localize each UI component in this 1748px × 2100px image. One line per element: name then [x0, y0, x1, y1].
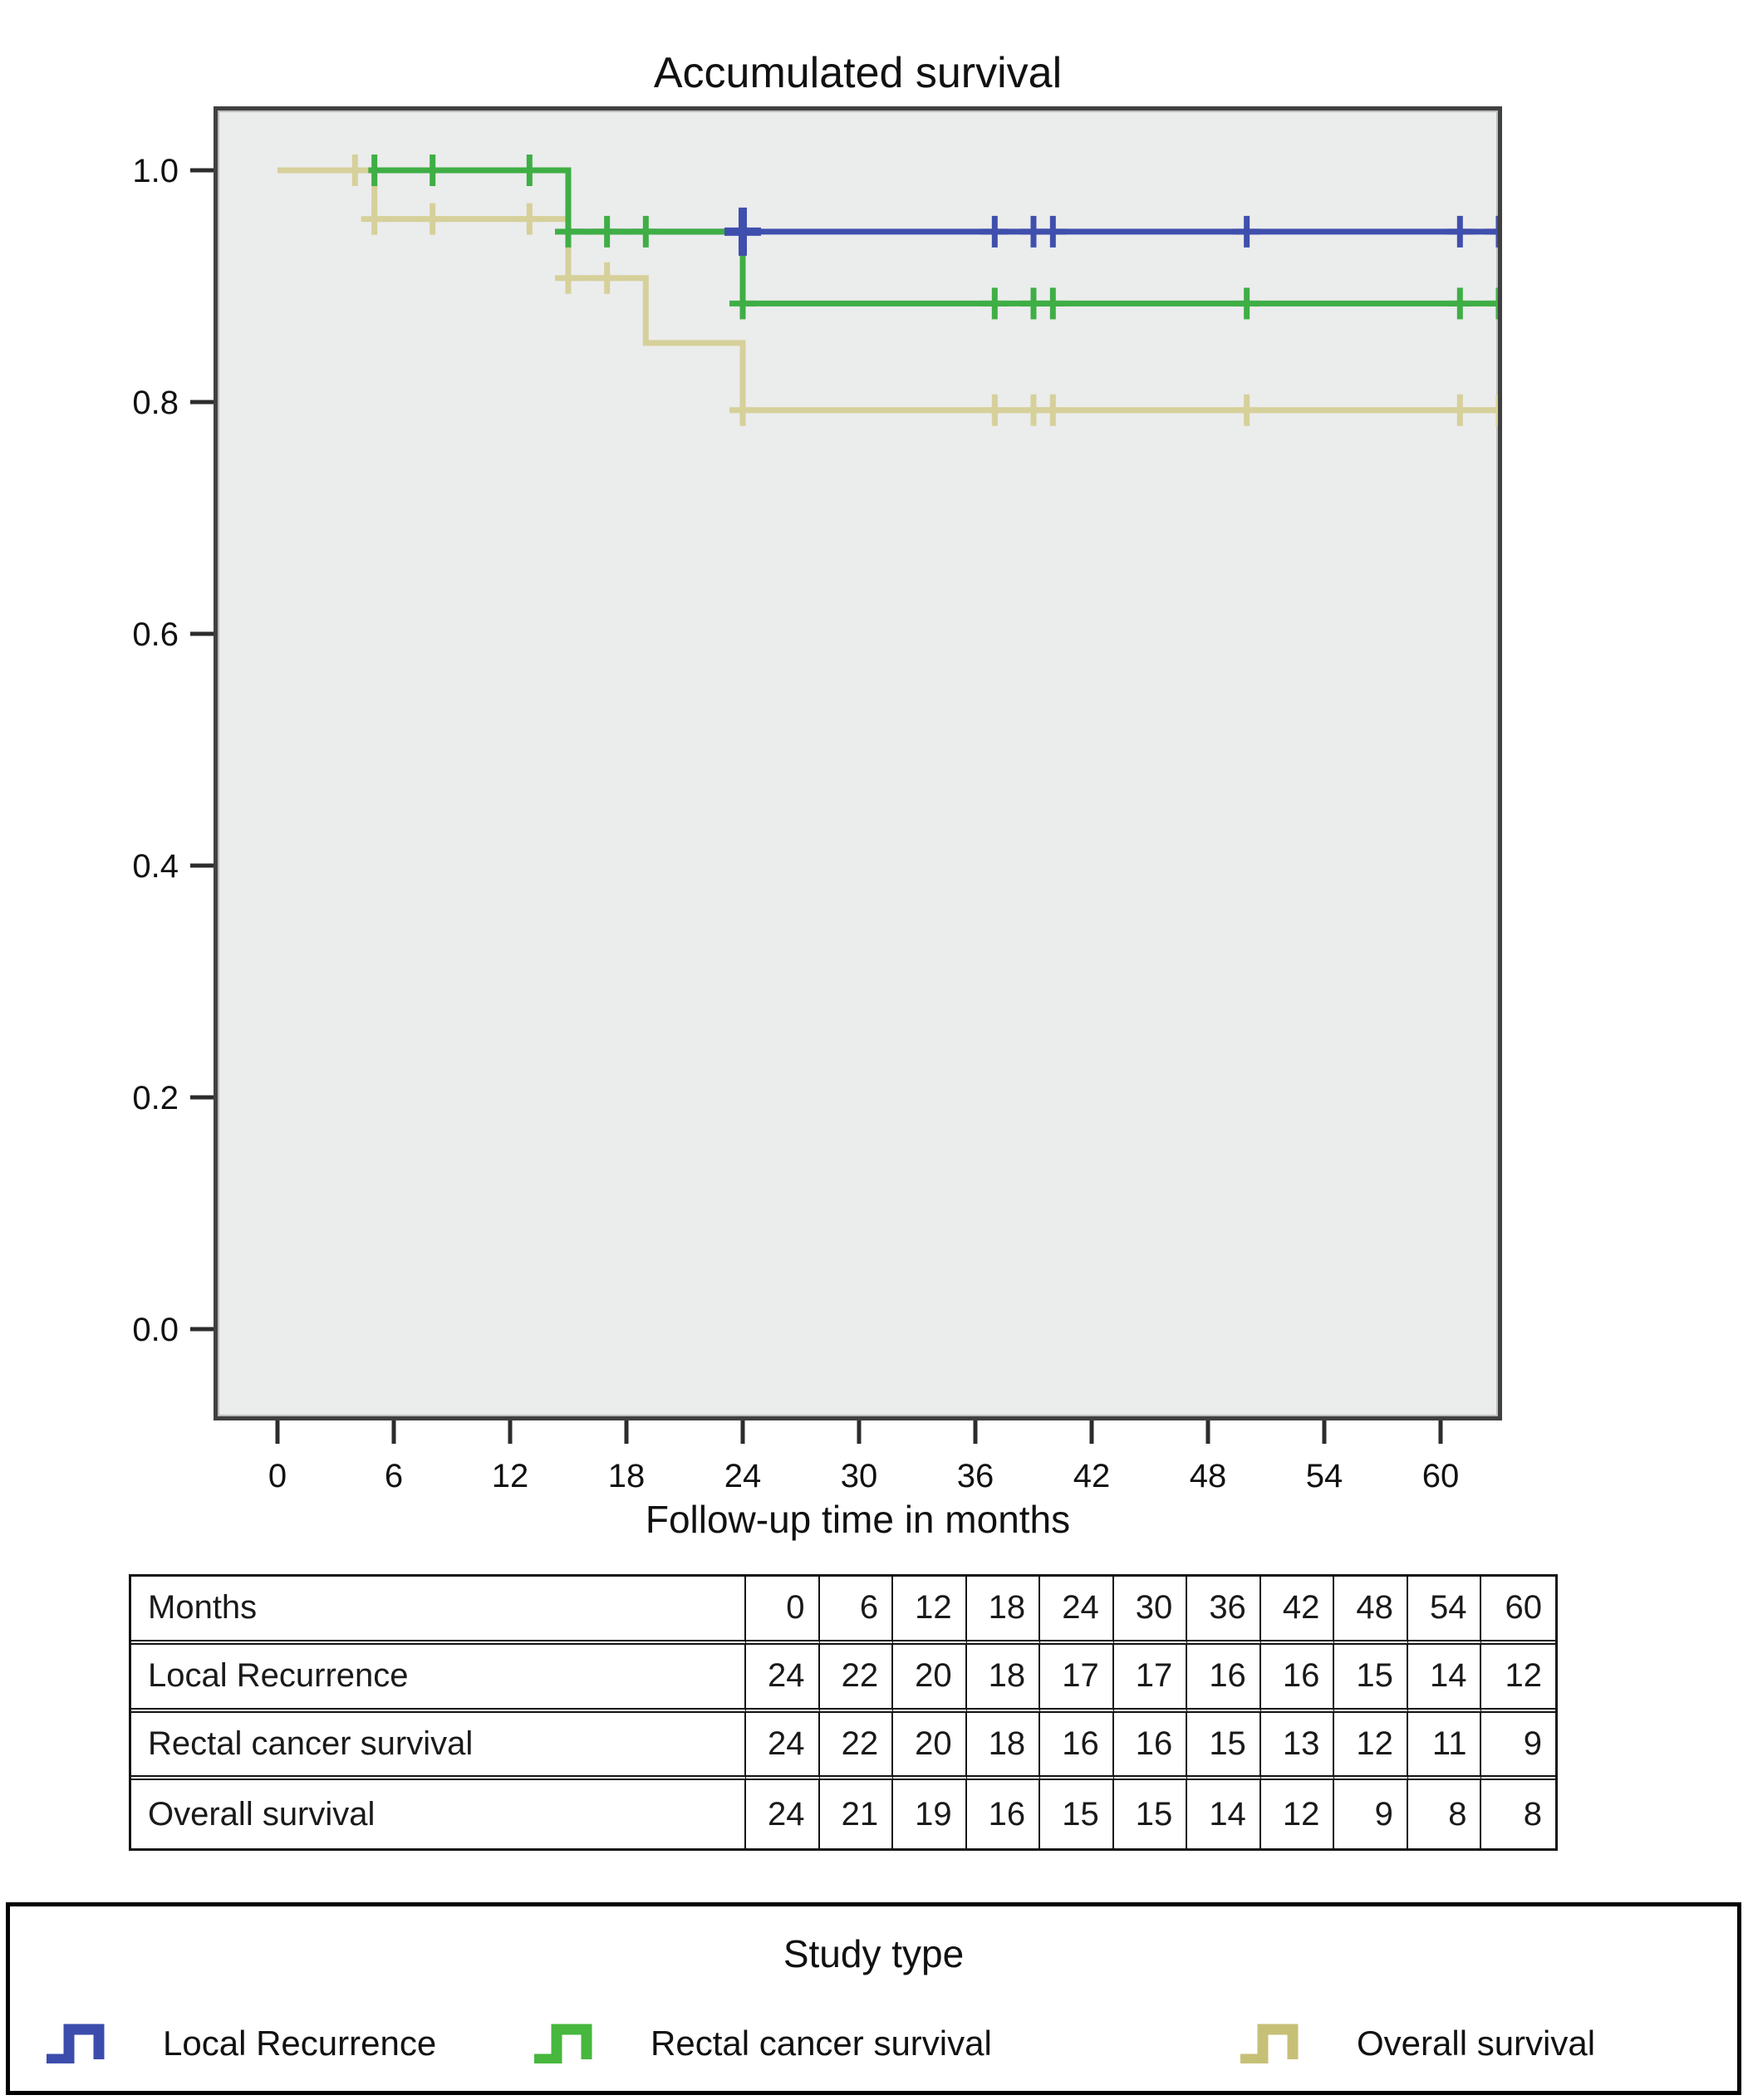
legend-title: Study type [783, 1932, 965, 1975]
x-axis-tick-label: 42 [1073, 1458, 1111, 1494]
y-axis-tick-label: 0.2 [132, 1080, 179, 1116]
x-axis-tick-label: 30 [841, 1458, 878, 1494]
legend-item-label: Rectal cancer survival [651, 2024, 992, 2063]
risk-table-value: 18 [966, 1644, 1041, 1713]
step-line-icon [534, 2024, 592, 2063]
x-axis-tick-label: 36 [957, 1458, 994, 1494]
risk-table-value: 15 [1114, 1780, 1188, 1848]
risk-table-month-header: 24 [1040, 1577, 1114, 1645]
x-axis-label: Follow-up time in months [645, 1498, 1071, 1541]
risk-table-header-label: Months [131, 1577, 746, 1645]
step-line-icon [1240, 2024, 1299, 2063]
risk-table-value: 8 [1523, 1795, 1542, 1833]
risk-table-value: 22 [819, 1644, 894, 1713]
risk-table-value: 12 [1261, 1780, 1335, 1848]
step-line-icon [47, 2024, 105, 2063]
risk-table-month-header: 0 [746, 1577, 820, 1645]
risk-table-value: 16 [967, 1780, 1041, 1848]
risk-table-value: 16 [1113, 1712, 1188, 1781]
y-axis-tick-label: 0.6 [132, 616, 179, 653]
x-axis-tick-label: 6 [385, 1458, 403, 1494]
risk-table-month-header: 54 [1407, 1577, 1482, 1645]
risk-table-value: 15 [1040, 1780, 1114, 1848]
risk-table-month-header: 60 [1481, 1577, 1555, 1645]
risk-table-value: 18 [966, 1712, 1041, 1781]
y-axis-tick-label: 0.0 [132, 1312, 179, 1348]
x-axis-tick-label: 48 [1190, 1458, 1227, 1494]
risk-table-value: 24 [746, 1712, 820, 1781]
risk-table-value: 24 [746, 1780, 820, 1848]
risk-table-value: 14 [1407, 1644, 1482, 1713]
legend-item-label: Overall survival [1357, 2024, 1596, 2063]
legend-item-rectal-cancer-survival: Rectal cancer survival [531, 2019, 992, 2068]
risk-table-month-header: 18 [966, 1577, 1041, 1645]
risk-table-value: 8 [1408, 1780, 1482, 1848]
risk-table-value: 15 [1187, 1712, 1261, 1781]
risk-table-row-label: Rectal cancer survival [131, 1712, 746, 1781]
x-axis-tick-label: 18 [608, 1458, 646, 1494]
risk-table-value: 21 [820, 1780, 894, 1848]
x-axis-tick-label: 0 [268, 1458, 287, 1494]
risk-table-value: 9 [1481, 1713, 1555, 1781]
x-axis-tick-label: 60 [1422, 1458, 1460, 1494]
number-at-risk-table: Months 0 6 12 18 24 30 36 42 48 54 60 Local Recurren… [129, 1574, 1558, 1851]
x-axis-tick-label: 12 [492, 1458, 529, 1494]
x-axis-tick-label: 54 [1306, 1458, 1343, 1494]
risk-table-value: 20 [893, 1712, 967, 1781]
risk-table-month-header: 12 [893, 1577, 967, 1645]
risk-table-value: 12 [1481, 1645, 1555, 1713]
y-axis-tick-label: 0.8 [132, 385, 179, 421]
plot-area [214, 106, 1502, 1420]
risk-table-month-header: 48 [1334, 1577, 1408, 1645]
risk-table-value: 19 [893, 1780, 967, 1848]
risk-table-month-header: 36 [1187, 1577, 1261, 1645]
legend-item-label: Local Recurrence [163, 2024, 437, 2063]
risk-table-row-label: Overall survival [131, 1780, 746, 1848]
risk-table-value: 16 [1260, 1644, 1335, 1713]
risk-table-month-header: 30 [1113, 1577, 1188, 1645]
risk-table-value: 17 [1113, 1644, 1188, 1713]
risk-table-value: 11 [1407, 1712, 1482, 1781]
x-axis-tick-label: 24 [724, 1458, 762, 1494]
risk-table-value: 20 [893, 1644, 967, 1713]
risk-table-value: 15 [1334, 1644, 1408, 1713]
risk-table-month-header: 6 [819, 1577, 894, 1645]
legend-item-local-recurrence: Local Recurrence [43, 2019, 436, 2068]
y-axis-tick-label: 1.0 [132, 153, 179, 189]
risk-table-month-header: 42 [1260, 1577, 1335, 1645]
chart-title: Accumulated survival [653, 49, 1063, 97]
legend-item-overall-survival: Overall survival [1237, 2019, 1595, 2068]
risk-table-value: 14 [1187, 1780, 1261, 1848]
risk-table-value: 16 [1187, 1644, 1261, 1713]
risk-table-value: 13 [1260, 1712, 1335, 1781]
y-axis-tick-label: 0.4 [132, 848, 179, 885]
risk-table-value: 9 [1334, 1780, 1408, 1848]
risk-table-value: 12 [1334, 1712, 1408, 1781]
risk-table-value: 24 [746, 1644, 820, 1713]
risk-table-value: 17 [1040, 1644, 1114, 1713]
risk-table-row-label: Local Recurrence [131, 1644, 746, 1713]
risk-table-value: 16 [1040, 1712, 1114, 1781]
risk-table-value: 22 [819, 1712, 894, 1781]
legend: Study type Local Recurrence Rectal cance… [6, 1902, 1741, 2095]
